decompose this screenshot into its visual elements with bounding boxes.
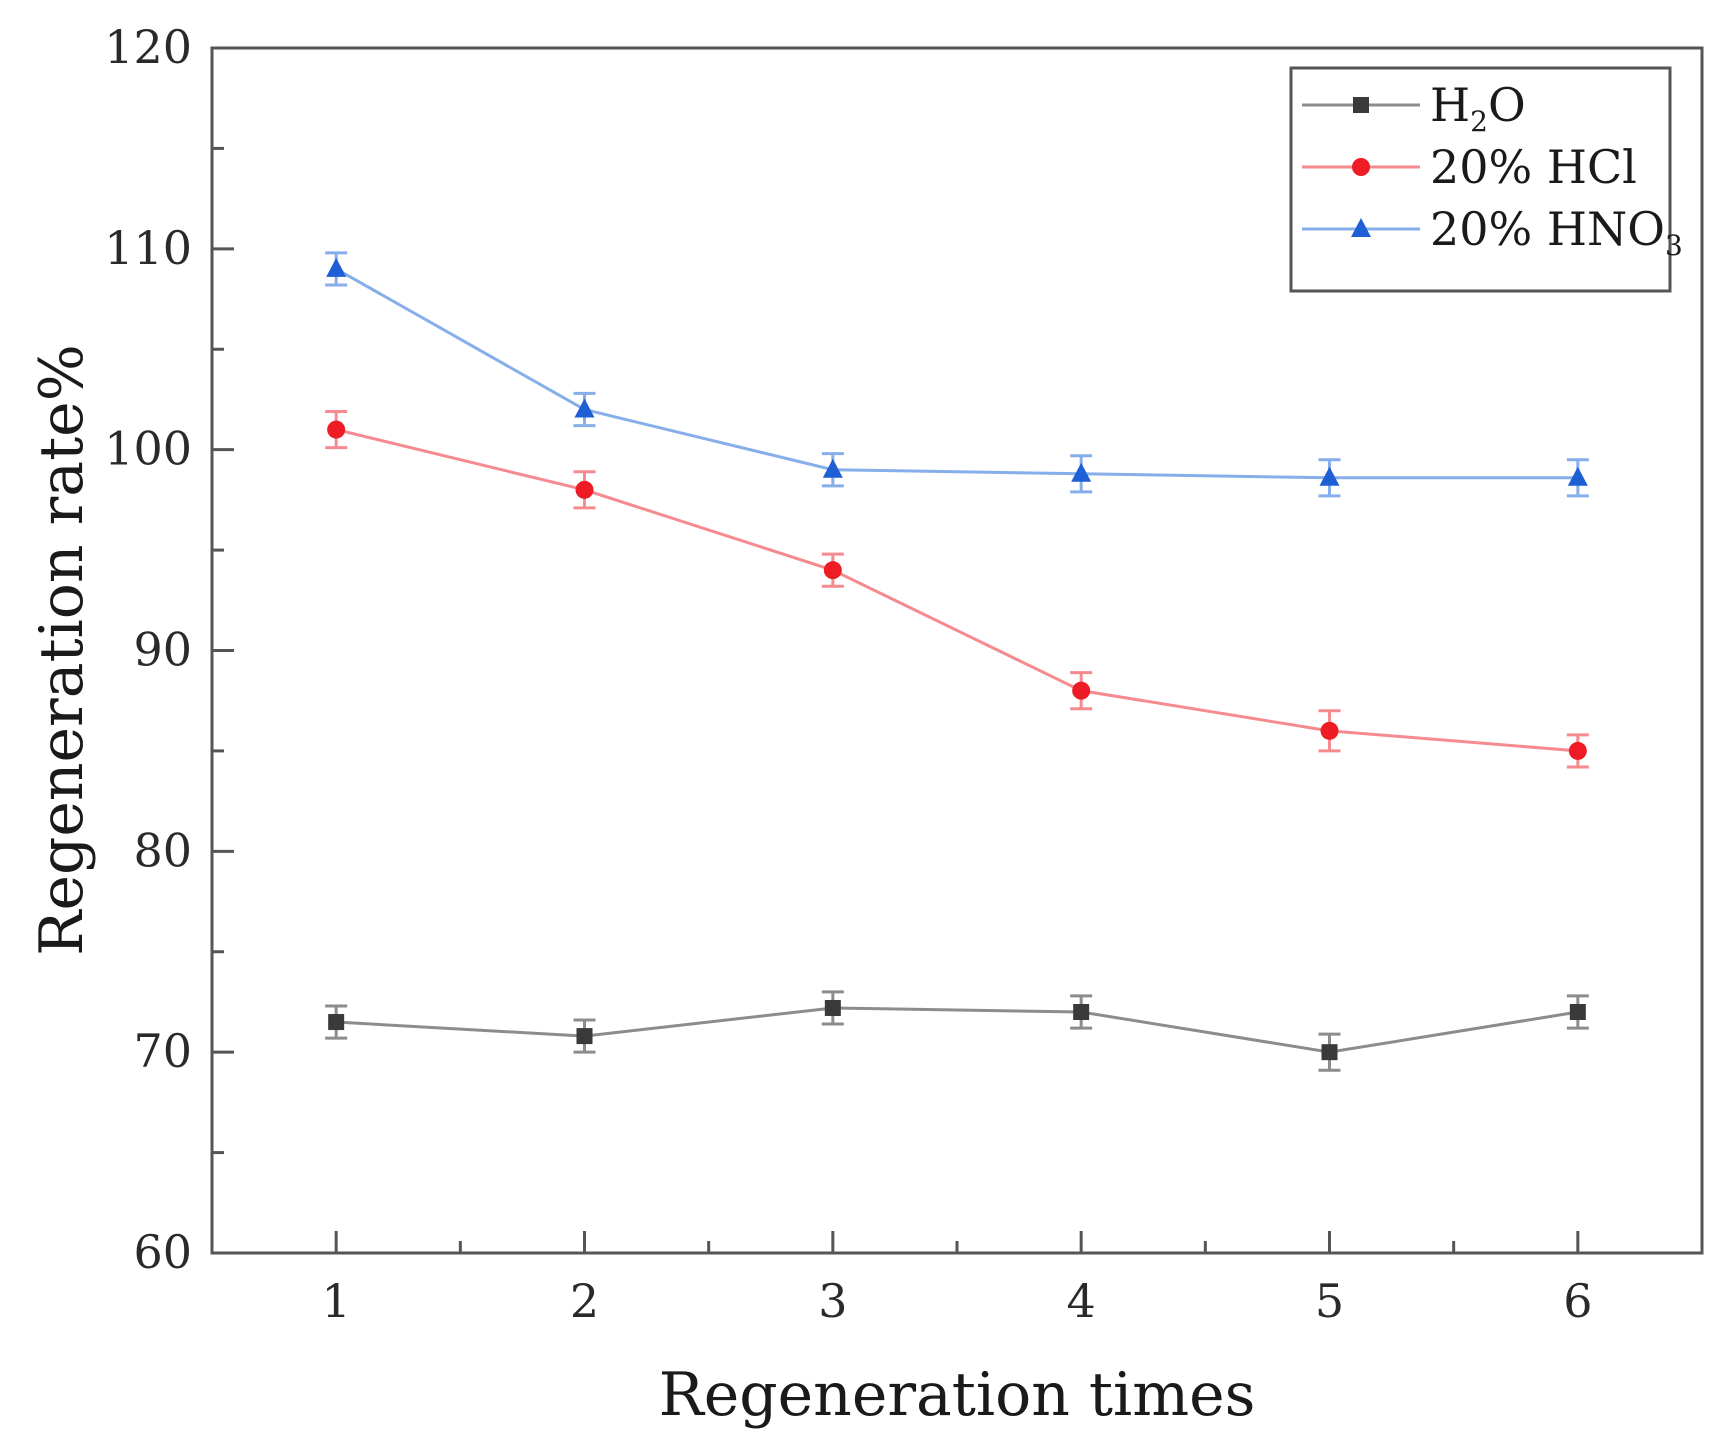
series-3-point (574, 398, 595, 418)
x-tick-label: 1 (322, 1274, 351, 1328)
legend-label-main: 20% HCl (1430, 140, 1637, 194)
x-tick-label: 4 (1067, 1274, 1096, 1328)
series-1-point (1321, 1044, 1338, 1061)
series-1-legend-marker (1353, 97, 1369, 113)
series-2-point (1072, 681, 1091, 700)
error-bars (325, 251, 1589, 1072)
legend-label-main: 20% HNO (1430, 202, 1665, 256)
series-3-point (1567, 466, 1588, 486)
series-1-line (336, 1006, 1579, 1054)
series-2-point (327, 420, 346, 439)
y-tick-label: 110 (104, 221, 192, 275)
x-tick-label: 5 (1315, 1274, 1344, 1328)
legend-label-subscript: 3 (1665, 229, 1683, 262)
series-2-line (335, 428, 1578, 753)
series-3-legend-marker (1351, 218, 1371, 237)
series-3-line (335, 267, 1578, 480)
x-tick-label: 6 (1563, 1274, 1592, 1328)
axis-ticks (210, 46, 1704, 1255)
legend-label-subscript: 2 (1470, 105, 1488, 138)
series-lines (335, 267, 1579, 1054)
y-tick-label: 90 (133, 623, 192, 677)
series-2-point (575, 480, 594, 499)
tick-labels: 60 70 80 90 100 110 120 1 2 3 4 5 6 (104, 20, 1592, 1328)
series-2-point (1568, 741, 1587, 760)
series-3-point (822, 458, 843, 478)
series-1-point (824, 999, 841, 1016)
y-tick-label: 120 (104, 20, 192, 74)
x-axis-label: Regeneration times (659, 1360, 1256, 1430)
series-1-point (576, 1028, 593, 1045)
series-3-point (1071, 462, 1092, 482)
y-tick-label: 100 (104, 422, 192, 476)
series-3-point (1319, 466, 1340, 486)
series-2-legend-label: 20% HCl (1430, 140, 1637, 194)
y-tick-label: 70 (133, 1024, 192, 1078)
series-1-point (328, 1014, 345, 1031)
series-3-legend-label: 20% HNO3 (1430, 202, 1683, 262)
series-1-point (1569, 1004, 1586, 1020)
series-2-point (1320, 721, 1339, 740)
series-markers (326, 257, 1588, 1061)
y-axis-label: Regeneration rate% (27, 344, 97, 955)
series-2-point (823, 561, 842, 580)
series-1-legend-label: H2O (1430, 78, 1526, 138)
x-tick-label: 3 (818, 1274, 847, 1328)
x-tick-label: 2 (570, 1274, 599, 1328)
series-3-point (326, 257, 347, 277)
y-tick-label: 60 (133, 1225, 192, 1279)
y-tick-label: 80 (133, 823, 192, 877)
legend-label-main: H (1430, 78, 1470, 132)
legend-label-tail: O (1488, 78, 1526, 132)
series-2-legend-marker (1352, 158, 1370, 176)
series-1-point (1073, 1004, 1090, 1020)
